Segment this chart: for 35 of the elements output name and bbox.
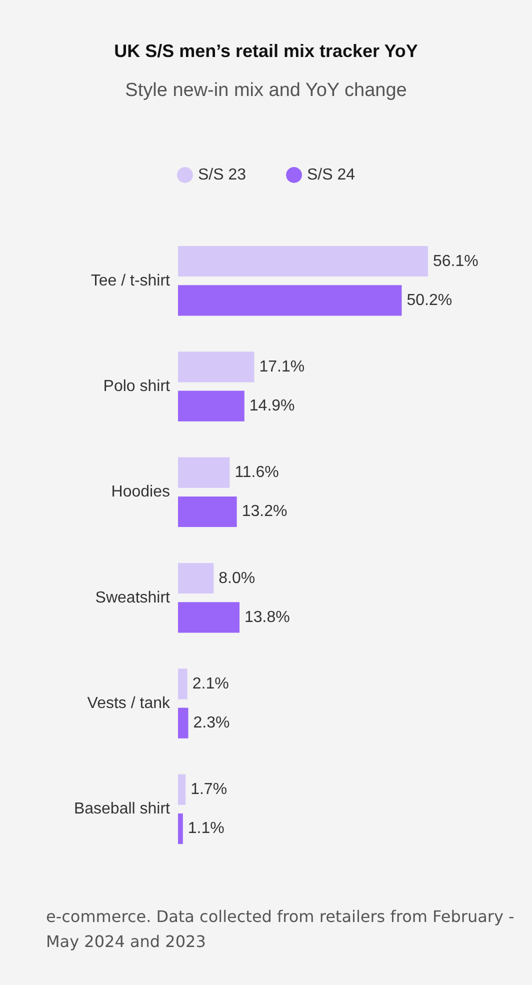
- data-label: 8.0%: [218, 570, 256, 587]
- data-label: 11.6%: [234, 464, 279, 482]
- bar: [178, 562, 214, 594]
- chart-title: UK S/S men’s retail mix tracker YoY: [114, 41, 418, 61]
- chart-subtitle: Style new-in mix and YoY change: [125, 80, 407, 101]
- bar: [178, 813, 183, 844]
- data-label: 2.3%: [193, 714, 230, 732]
- bar: [178, 496, 237, 528]
- y-tick-label: Vests / tank: [87, 695, 171, 712]
- y-tick-label: Sweatshirt: [95, 589, 171, 606]
- bar: [178, 708, 188, 738]
- data-label: 1.7%: [190, 781, 228, 798]
- y-tick-label: Tee / t-shirt: [90, 272, 171, 290]
- bar: [178, 602, 240, 633]
- data-label: 2.1%: [192, 675, 229, 692]
- data-label: 56.1%: [433, 252, 478, 270]
- text: e-commerce. Data collected from retailers from February - May 2024 and 2023: [46, 906, 516, 953]
- bar: [178, 457, 230, 488]
- y-tick-label: Hoodies: [111, 484, 170, 501]
- bar: [178, 246, 428, 277]
- data-label: 17.1%: [259, 358, 305, 376]
- data-label: 1.1%: [188, 820, 224, 838]
- data-label: 13.2%: [242, 503, 288, 520]
- legend-label: S/S 24: [307, 166, 356, 184]
- y-tick-label: Baseball shirt: [74, 800, 171, 818]
- bar: [178, 668, 188, 700]
- bar: [178, 285, 402, 316]
- bar: [178, 352, 254, 382]
- bar: [178, 390, 244, 422]
- bar: [178, 774, 186, 805]
- legend-label: S/S 23: [198, 166, 246, 184]
- data-label: 13.8%: [244, 608, 290, 626]
- data-label: 50.2%: [406, 292, 452, 309]
- data-label: 14.9%: [249, 398, 295, 415]
- y-tick-label: Polo shirt: [103, 378, 171, 395]
